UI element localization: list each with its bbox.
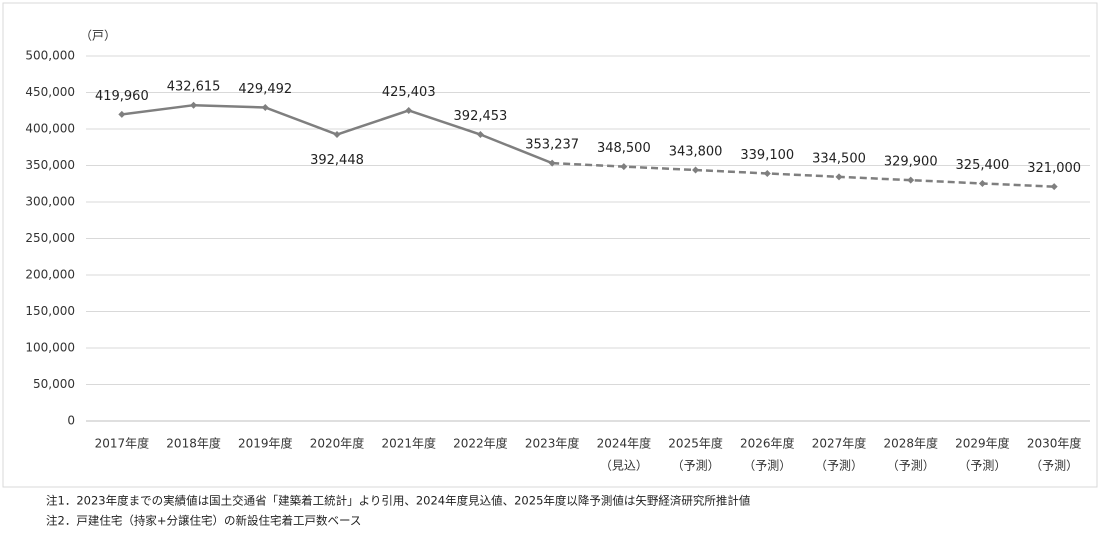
data-label: 353,237 — [525, 138, 579, 153]
y-tick-label: 50,000 — [33, 377, 75, 391]
marker — [692, 166, 700, 174]
marker — [978, 179, 986, 187]
chart-frame — [2, 2, 1098, 488]
forecast-line — [552, 161, 1055, 188]
marker — [405, 106, 413, 114]
data-label: 325,400 — [956, 158, 1010, 173]
marker — [333, 131, 341, 139]
marker — [907, 176, 915, 184]
y-tick-label: 200,000 — [25, 268, 75, 282]
x-tick-label: 2026年度 — [740, 436, 795, 451]
y-tick-label: 350,000 — [25, 158, 75, 172]
note: 注1．2023年度までの実績値は国土交通省「建築着工統計」より引用、2024年度… — [46, 494, 751, 508]
x-tick-label: 2030年度 — [1027, 436, 1082, 451]
x-tick-sublabel: （予測） — [1030, 459, 1078, 473]
data-label: 432,615 — [167, 80, 221, 95]
x-tick-label: 2022年度 — [453, 436, 508, 451]
data-label: 343,800 — [669, 145, 723, 160]
marker — [548, 159, 556, 167]
x-tick-label: 2017年度 — [95, 436, 150, 451]
marker — [190, 101, 198, 109]
data-label: 321,000 — [1027, 161, 1081, 176]
data-label: 339,100 — [740, 148, 794, 163]
data-label: 419,960 — [95, 89, 149, 104]
data-label: 334,500 — [812, 151, 866, 166]
data-label: 329,900 — [884, 155, 938, 170]
data-label: 425,403 — [382, 85, 436, 100]
y-tick-label: 400,000 — [25, 122, 75, 136]
marker — [763, 169, 771, 177]
data-label: 392,453 — [454, 109, 508, 124]
data-label: 429,492 — [238, 82, 292, 97]
y-tick-label: 0 — [67, 414, 75, 428]
marker — [1050, 183, 1058, 191]
marker — [835, 173, 843, 181]
marker — [261, 103, 269, 111]
x-tick-label: 2029年度 — [955, 436, 1010, 451]
x-tick-label: 2018年度 — [166, 436, 221, 451]
x-tick-sublabel: （予測） — [743, 459, 791, 473]
x-tick-label: 2028年度 — [883, 436, 938, 451]
data-label: 348,500 — [597, 141, 651, 156]
unit-label: （戸） — [80, 29, 116, 43]
data-label: 392,448 — [310, 153, 364, 168]
x-tick-label: 2025年度 — [668, 436, 723, 451]
marker — [620, 163, 628, 171]
y-tick-label: 500,000 — [25, 49, 75, 63]
x-tick-label: 2024年度 — [597, 436, 652, 451]
x-tick-label: 2021年度 — [381, 436, 436, 451]
x-tick-sublabel: （予測） — [887, 459, 935, 473]
x-tick-sublabel: （予測） — [958, 459, 1006, 473]
x-tick-sublabel: （予測） — [672, 459, 720, 473]
y-tick-label: 450,000 — [25, 85, 75, 99]
note: 注2．戸建住宅（持家+分譲住宅）の新設住宅着工戸数ベース — [46, 514, 361, 528]
x-tick-label: 2020年度 — [310, 436, 365, 451]
y-tick-label: 100,000 — [25, 341, 75, 355]
marker — [118, 110, 126, 118]
y-tick-label: 300,000 — [25, 195, 75, 209]
x-tick-label: 2019年度 — [238, 436, 293, 451]
x-tick-label: 2027年度 — [812, 436, 867, 451]
marker — [476, 131, 484, 139]
y-tick-label: 250,000 — [25, 231, 75, 245]
x-tick-label: 2023年度 — [525, 436, 580, 451]
x-tick-sublabel: （予測） — [815, 459, 863, 473]
y-tick-label: 150,000 — [25, 304, 75, 318]
x-tick-sublabel: （見込） — [600, 459, 648, 473]
